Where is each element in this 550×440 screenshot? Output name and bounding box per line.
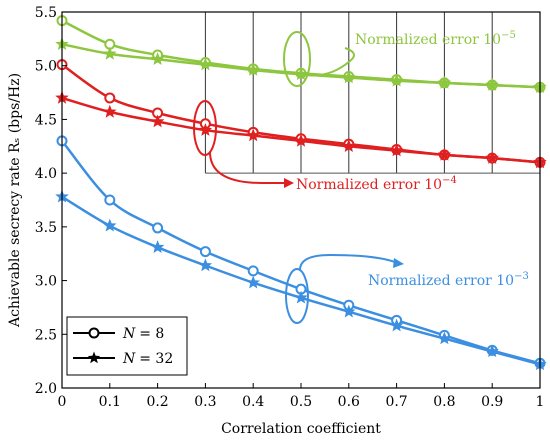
x-tick-label: 0.8	[433, 394, 455, 410]
data-point-green-star	[294, 67, 308, 81]
legend-label-n32: N = 32	[122, 351, 173, 367]
x-tick-label: 0.2	[146, 394, 168, 410]
x-tick-label: 0.7	[385, 394, 407, 410]
y-tick-label: 2.0	[35, 381, 57, 397]
blue-annotation-arrow	[299, 253, 396, 271]
green-group-ellipse	[283, 31, 311, 87]
legend-marker-circle	[88, 327, 100, 339]
data-point-blue-star	[389, 318, 404, 332]
x-tick-label: 1	[536, 394, 545, 410]
red-arrowhead	[284, 178, 294, 188]
legend-label-n8: N = 8	[122, 326, 164, 342]
data-point-blue-circle	[104, 194, 116, 206]
y-tick-label: 4.0	[35, 166, 57, 182]
x-axis-title: Correlation coefficient	[221, 421, 381, 437]
legend-box	[66, 316, 188, 376]
data-point-blue-circle	[247, 265, 259, 277]
data-point-red-star	[103, 104, 117, 118]
red-group-ellipse	[193, 100, 217, 156]
data-point-red-star	[150, 114, 165, 128]
data-point-blue-circle	[152, 222, 164, 234]
y-tick-label: 2.5	[35, 327, 57, 343]
legend: N = 8 N = 32	[66, 316, 188, 376]
data-point-red-star	[198, 123, 213, 136]
data-point-blue-star	[294, 290, 308, 304]
x-tick-label: 0.6	[338, 394, 360, 410]
data-point-green-star	[437, 75, 452, 89]
annotations: Normalized error 10−5 Normalized error 1…	[193, 30, 529, 324]
y-tick-label: 5.5	[35, 5, 57, 21]
data-point-red-star	[294, 133, 308, 147]
data-point-green-star	[246, 62, 260, 76]
data-point-blue-star	[485, 344, 499, 358]
series-markers	[55, 15, 547, 371]
legend-marker-star	[87, 351, 101, 364]
y-tick-label: 4.5	[35, 112, 57, 128]
data-point-red-circle	[104, 92, 116, 104]
data-point-green-star	[198, 57, 213, 71]
blue-group-ellipse	[285, 268, 309, 324]
data-point-green-star	[103, 46, 117, 60]
data-point-green-star	[150, 52, 165, 65]
data-point-blue-star	[246, 275, 260, 289]
y-tick-label: 3.5	[35, 220, 57, 236]
blue-arrowhead	[393, 258, 404, 268]
data-point-green-star	[389, 73, 404, 87]
axes: 0 0.1 0.2 0.3 0.4 0.5 0.6 0.7 0.8 0.9 1 2.0 2.5 3.0 3.…	[7, 5, 544, 437]
y-tick-label: 3.0	[35, 274, 57, 290]
red-annotation-arrow	[209, 151, 286, 184]
data-point-red-star	[246, 128, 260, 142]
x-tick-label: 0.5	[290, 394, 312, 410]
data-point-red-star	[389, 143, 404, 157]
data-point-red-star	[485, 150, 499, 164]
y-axis-title: Achievable secrecy rate Rₛ (bps/Hz)	[7, 73, 23, 328]
data-point-green-star	[485, 78, 499, 91]
legend-star-shape	[87, 351, 101, 364]
data-point-blue-star	[198, 258, 213, 272]
x-tick-label: 0.4	[242, 394, 264, 410]
data-point-blue-star	[342, 304, 356, 318]
x-tick-label: 0.3	[194, 394, 216, 410]
data-point-blue-star	[150, 240, 165, 253]
data-point-blue-star	[103, 218, 117, 232]
data-point-red-star	[342, 139, 356, 152]
data-point-blue-star	[437, 331, 452, 345]
red-annotation-label: Normalized error 10−4	[296, 175, 457, 193]
blue-annotation-label: Normalized error 10−3	[368, 271, 529, 289]
green-annotation-label: Normalized error 10−5	[355, 30, 516, 48]
grid	[204, 12, 540, 174]
x-tick-label: 0	[58, 394, 67, 410]
green-annotation-arrow	[305, 47, 355, 77]
x-tick-label: 0.1	[99, 394, 121, 410]
data-point-red-star	[437, 147, 452, 161]
y-tick-label: 5.0	[35, 59, 57, 75]
data-point-blue-circle	[199, 246, 211, 258]
data-point-green-star	[342, 70, 356, 84]
x-tick-label: 0.9	[481, 394, 503, 410]
